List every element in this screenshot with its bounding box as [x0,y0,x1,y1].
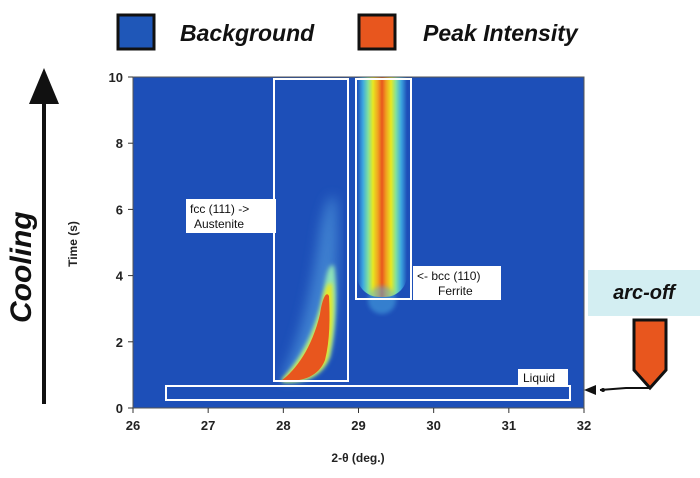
liquid-label: Liquid [523,371,555,385]
y-tick-label: 4 [116,269,124,284]
austenite-label-line2: Austenite [194,217,244,231]
arcoff-electrode-icon [632,318,668,391]
cooling-label: Cooling [5,211,38,323]
ferrite-label-bg [413,266,501,300]
y-tick-label: 10 [109,70,123,85]
legend-peak-swatch [357,13,397,51]
arcoff-indicator: arc-off [584,270,700,395]
y-tick-label: 0 [116,401,123,416]
ferrite-band [357,77,407,297]
y-tick-label: 2 [116,335,123,350]
x-axis-label: 2-θ (deg.) [331,451,384,465]
austenite-label-line1: fcc (111) -> [190,202,249,216]
arcoff-pointer-dot [601,388,605,392]
y-axis: 0 2 4 6 8 10 [109,70,133,416]
arcoff-label-bg [588,270,700,316]
legend: Background Peak Intensity [116,13,579,51]
x-tick-label: 30 [426,418,440,433]
austenite-peak [281,294,330,382]
y-axis-label: Time (s) [66,221,80,267]
x-tick-label: 28 [276,418,290,433]
arcoff-pointer-line [599,387,650,391]
x-axis: 26 27 28 29 30 31 32 [126,408,591,433]
ferrite-label-line2: Ferrite [438,284,473,298]
ferrite-label-line1: <- bcc (110) [417,269,480,283]
x-tick-label: 27 [201,418,215,433]
ferrite-top [357,77,407,117]
x-tick-label: 26 [126,418,140,433]
x-tick-label: 31 [502,418,516,433]
legend-peak-label: Peak Intensity [423,20,579,46]
legend-background-label: Background [180,20,315,46]
plot-area: fcc (111) -> Austenite <- bcc (110) Ferr… [132,76,585,409]
x-tick-label: 32 [577,418,591,433]
liquid-label-bg [518,369,568,386]
legend-background-swatch [116,13,156,51]
liquid-box [165,385,571,401]
y-tick-label: 8 [116,136,123,151]
cooling-indicator: Cooling [5,68,59,404]
austenite-label-bg [186,199,276,233]
arcoff-pointer-head [584,385,596,395]
arcoff-label: arc-off [613,282,677,304]
x-tick-label: 29 [351,418,365,433]
y-tick-label: 6 [116,202,123,217]
ferrite-box [355,78,412,300]
cooling-arrow-head [29,68,59,104]
